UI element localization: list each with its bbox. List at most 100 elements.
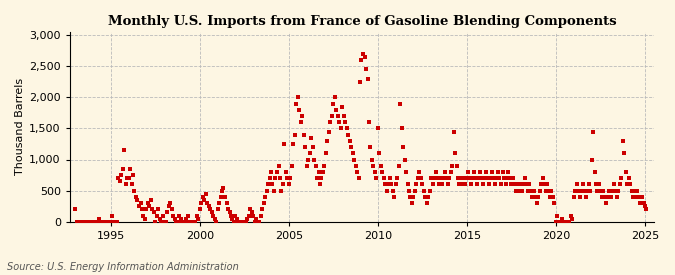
Point bbox=[245, 207, 256, 211]
Point bbox=[580, 195, 591, 199]
Point bbox=[261, 188, 272, 193]
Point bbox=[634, 195, 645, 199]
Point bbox=[284, 182, 294, 187]
Point bbox=[530, 195, 541, 199]
Point bbox=[551, 219, 562, 224]
Point bbox=[165, 201, 176, 205]
Point bbox=[516, 188, 527, 193]
Point bbox=[505, 176, 516, 180]
Point bbox=[395, 101, 406, 106]
Point bbox=[256, 207, 267, 211]
Point bbox=[524, 182, 535, 187]
Point bbox=[421, 201, 432, 205]
Point bbox=[119, 148, 130, 152]
Point bbox=[573, 188, 584, 193]
Point bbox=[475, 170, 485, 174]
Point bbox=[445, 170, 456, 174]
Point bbox=[169, 216, 180, 221]
Point bbox=[267, 182, 278, 187]
Point bbox=[98, 219, 109, 224]
Point bbox=[275, 176, 286, 180]
Point bbox=[478, 182, 489, 187]
Point bbox=[601, 201, 612, 205]
Point bbox=[286, 164, 297, 168]
Point bbox=[338, 114, 349, 118]
Point bbox=[555, 219, 566, 224]
Point bbox=[383, 182, 394, 187]
Point bbox=[131, 195, 142, 199]
Point bbox=[227, 216, 238, 221]
Point bbox=[304, 151, 315, 155]
Point bbox=[443, 176, 454, 180]
Point bbox=[522, 188, 533, 193]
Point bbox=[224, 210, 235, 214]
Point bbox=[252, 219, 263, 224]
Point bbox=[398, 145, 408, 149]
Point bbox=[457, 182, 468, 187]
Point bbox=[618, 139, 628, 143]
Point bbox=[155, 216, 165, 221]
Point bbox=[628, 195, 639, 199]
Point bbox=[519, 176, 530, 180]
Point bbox=[365, 145, 376, 149]
Point bbox=[497, 170, 508, 174]
Point bbox=[212, 207, 223, 211]
Point bbox=[282, 176, 293, 180]
Point bbox=[369, 170, 380, 174]
Point bbox=[308, 157, 319, 162]
Point bbox=[512, 182, 522, 187]
Point bbox=[160, 219, 171, 224]
Point bbox=[260, 195, 271, 199]
Point bbox=[110, 219, 121, 224]
Point bbox=[285, 176, 296, 180]
Point bbox=[90, 219, 101, 224]
Point bbox=[332, 114, 343, 118]
Point bbox=[610, 188, 620, 193]
Point bbox=[427, 182, 438, 187]
Point bbox=[280, 170, 291, 174]
Point bbox=[583, 182, 594, 187]
Point bbox=[612, 195, 622, 199]
Point bbox=[105, 219, 116, 224]
Point bbox=[331, 108, 342, 112]
Point bbox=[503, 170, 514, 174]
Point bbox=[207, 210, 217, 214]
Point bbox=[150, 219, 161, 224]
Point bbox=[223, 207, 234, 211]
Point bbox=[464, 176, 475, 180]
Point bbox=[525, 188, 536, 193]
Point bbox=[359, 55, 370, 59]
Point bbox=[380, 182, 391, 187]
Point bbox=[313, 170, 324, 174]
Text: Source: U.S. Energy Information Administration: Source: U.S. Energy Information Administ… bbox=[7, 262, 238, 272]
Point bbox=[352, 170, 362, 174]
Point bbox=[120, 182, 131, 187]
Point bbox=[126, 182, 137, 187]
Point bbox=[381, 188, 392, 193]
Point bbox=[404, 188, 414, 193]
Point bbox=[177, 219, 188, 224]
Point bbox=[229, 219, 240, 224]
Point bbox=[458, 176, 469, 180]
Point bbox=[258, 201, 269, 205]
Point bbox=[178, 219, 189, 224]
Point bbox=[203, 204, 214, 208]
Point bbox=[605, 195, 616, 199]
Point bbox=[76, 219, 86, 224]
Point bbox=[470, 176, 481, 180]
Point bbox=[246, 210, 257, 214]
Point bbox=[389, 195, 400, 199]
Point bbox=[435, 176, 446, 180]
Point bbox=[337, 104, 348, 109]
Point bbox=[132, 198, 143, 202]
Point bbox=[301, 164, 312, 168]
Point bbox=[279, 142, 290, 146]
Point bbox=[425, 188, 435, 193]
Point bbox=[587, 129, 598, 134]
Point bbox=[529, 188, 539, 193]
Point bbox=[136, 207, 147, 211]
Point bbox=[104, 219, 115, 224]
Point bbox=[593, 182, 604, 187]
Point bbox=[292, 95, 303, 100]
Point bbox=[597, 195, 608, 199]
